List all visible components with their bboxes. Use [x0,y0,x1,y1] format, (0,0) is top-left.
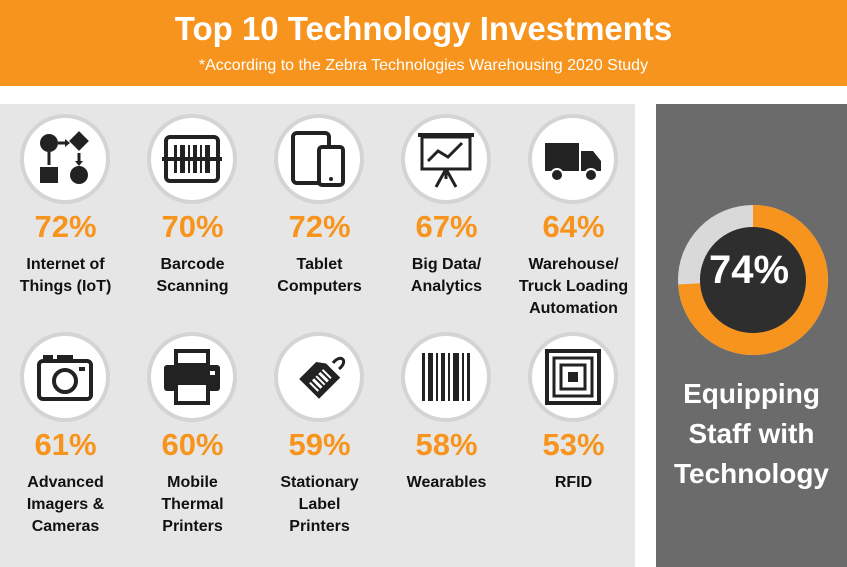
item-value: 72% [288,209,351,244]
item-value: 64% [542,209,605,244]
item-label: RFID [554,474,593,491]
item-value: 58% [415,427,478,462]
item-label: Stationary Label Printers [280,474,359,535]
item-value: 70% [161,209,224,244]
item-label: Barcode Scanning [156,256,229,295]
item-value: 60% [161,427,224,462]
barcode-icon [401,332,491,422]
item-label: Advanced Imagers & Cameras [26,474,105,535]
item-value: 72% [34,209,97,244]
iot-flowchart-icon [20,114,110,204]
printer-icon [147,332,237,422]
header-banner: Top 10 Technology Investments *According… [0,0,847,86]
item-value: 67% [415,209,478,244]
item-label: Internet of Things (IoT) [19,256,112,295]
item-label: Mobile Thermal Printers [161,474,224,535]
page-subtitle: *According to the Zebra Technologies War… [198,57,649,74]
item-label: Wearables [406,474,487,491]
tablet-icon [274,114,364,204]
rfid-chip-icon [528,332,618,422]
item-value: 53% [542,427,605,462]
page-title: Top 10 Technology Investments [174,10,673,47]
donut-center [700,227,806,333]
donut-progress-arc [678,205,828,355]
analytics-board-icon [401,114,491,204]
item-label: Tablet Computers [277,256,362,295]
camera-icon [20,332,110,422]
item-label: Big Data/ Analytics [410,256,483,295]
barcode-scanner-icon [147,114,237,204]
highlight-donut [678,205,828,355]
item-label: Warehouse/ Truck Loading Automation [518,256,629,317]
item-value: 59% [288,427,351,462]
highlight-label: Equipping Staff with Technology [673,378,830,489]
highlight-value: 74% [708,248,790,292]
truck-icon [528,114,618,204]
item-value: 61% [34,427,97,462]
label-tag-icon [274,332,364,422]
